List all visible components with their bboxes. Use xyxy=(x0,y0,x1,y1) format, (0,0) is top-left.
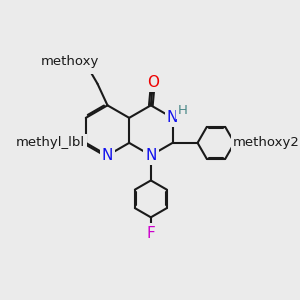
Text: O: O xyxy=(147,75,159,90)
Text: H: H xyxy=(178,104,188,117)
Text: O: O xyxy=(242,135,254,150)
Text: N: N xyxy=(167,110,178,125)
Text: O: O xyxy=(80,57,92,72)
Text: methyl_lbl: methyl_lbl xyxy=(16,136,85,149)
Text: N: N xyxy=(102,148,113,163)
Text: F: F xyxy=(146,226,155,241)
Text: methoxy2: methoxy2 xyxy=(232,136,299,149)
Text: methoxy: methoxy xyxy=(41,55,99,68)
Text: N: N xyxy=(145,148,157,163)
